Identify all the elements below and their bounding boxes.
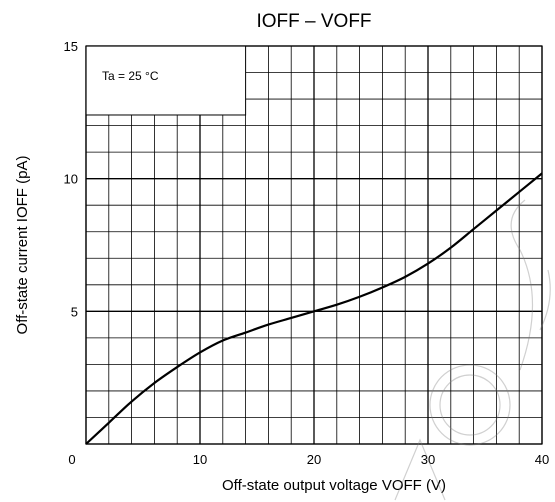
y-tick-label: 15 <box>64 39 78 54</box>
x-tick-label: 40 <box>535 452 549 467</box>
x-axis-label: Off-state output voltage VOFF (V) <box>222 477 446 494</box>
watermark <box>394 199 551 501</box>
y-tick-label: 10 <box>64 172 78 187</box>
x-tick-label: 0 <box>68 452 75 467</box>
annotation: Ta = 25 °C <box>85 45 247 116</box>
x-tick-label: 20 <box>307 452 321 467</box>
plot-frame <box>85 45 543 445</box>
y-tick-label: 5 <box>71 304 78 319</box>
x-tick-label: 10 <box>193 452 207 467</box>
y-tick-labels: 5 10 15 <box>64 39 78 319</box>
x-tick-labels: 0 10 20 30 40 <box>68 452 549 467</box>
series-line <box>85 172 543 445</box>
y-axis-label: Off-state current IOFF (pA) <box>14 156 31 335</box>
chart-title: IOFF – VOFF <box>256 11 371 32</box>
annotation-box <box>85 45 247 116</box>
annotation-text: Ta = 25 °C <box>102 69 159 83</box>
x-tick-label: 30 <box>421 452 435 467</box>
